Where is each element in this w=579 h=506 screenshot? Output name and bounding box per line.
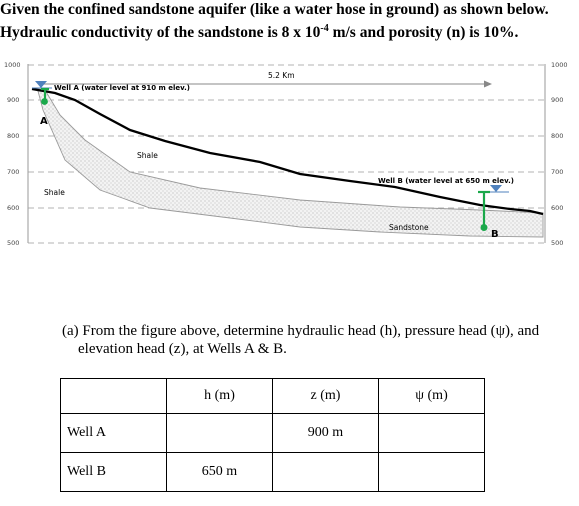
conductivity-exponent: -4: [320, 23, 329, 34]
header-cell-psi: ψ (m): [378, 378, 485, 414]
tick-right-900: 900: [551, 96, 563, 104]
problem-line-2-end: m/s and porosity (n) is 10%.: [328, 24, 519, 42]
problem-line-1: Given the confined sandstone aquifer (li…: [0, 1, 549, 18]
tick-right-600: 600: [551, 204, 563, 212]
tick-left-700: 700: [7, 168, 19, 176]
cell-well-b-psi[interactable]: [378, 452, 485, 492]
tick-left-1000: 1000: [4, 61, 21, 69]
shale-lower-label: Shale: [44, 188, 65, 197]
well-b-letter: B: [491, 229, 499, 240]
cell-well-a-h[interactable]: [166, 413, 273, 453]
problem-line-2-start: Hydraulic conductivity of the sandstone …: [0, 24, 321, 42]
shale-upper-label: Shale: [137, 151, 158, 160]
well-a-label: Well A (water level at 910 m elev.): [54, 84, 190, 92]
sandstone-aquifer-layer: [31, 87, 544, 238]
question-line-2: elevation head (z), at Wells A & B.: [78, 341, 287, 357]
ground-surface-line: [31, 87, 544, 216]
answer-table: h (m) z (m) ψ (m) Well A 900 m Well B 65…: [60, 378, 485, 492]
tick-left-600: 600: [7, 204, 19, 212]
well-b-water-level-symbol: [490, 185, 502, 192]
tick-right-800: 800: [551, 132, 563, 140]
distance-arrow-head: [484, 80, 492, 88]
header-cell-h: h (m): [166, 378, 273, 414]
cell-well-b-h: 650 m: [166, 452, 273, 492]
tick-right-1000: 1000: [551, 61, 568, 69]
cell-well-a-psi[interactable]: [378, 413, 485, 453]
problem-line-2: Hydraulic conductivity of the sandstone …: [0, 19, 579, 42]
distance-label: 5.2 Km: [268, 71, 295, 80]
header-cell-z: z (m): [272, 378, 379, 414]
well-b-screen: [480, 224, 488, 231]
header-cell-blank: [60, 378, 167, 414]
table-header-row: h (m) z (m) ψ (m): [60, 378, 485, 414]
cell-well-b-z[interactable]: [272, 452, 379, 492]
well-a-letter: A: [40, 116, 48, 127]
well-a-water-level-symbol: [35, 81, 47, 88]
question-line-1: (a) From the figure above, determine hyd…: [62, 323, 540, 339]
problem-statement: Given the confined sandstone aquifer (li…: [0, 0, 579, 42]
cell-well-b-name: Well B: [60, 452, 167, 492]
well-b-label: Well B (water level at 650 m elev.): [378, 177, 514, 185]
tick-right-700: 700: [551, 168, 563, 176]
tick-left-500: 500: [7, 239, 19, 247]
tick-left-900: 900: [7, 96, 19, 104]
well-a-screen: [41, 98, 48, 105]
cell-well-a-name: Well A: [60, 413, 167, 453]
table-row-well-a: Well A 900 m: [60, 413, 485, 453]
question-a: (a) From the figure above, determine hyd…: [62, 322, 567, 358]
aquifer-cross-section: 1000 900 800 700 600 500 1000 900 800 70…: [4, 61, 568, 247]
tick-right-500: 500: [551, 239, 563, 247]
elevation-gridlines: [28, 64, 545, 244]
table-row-well-b: Well B 650 m: [60, 452, 485, 492]
cell-well-a-z: 900 m: [272, 413, 379, 453]
tick-left-800: 800: [7, 132, 19, 140]
sandstone-label: Sandstone: [389, 223, 429, 232]
